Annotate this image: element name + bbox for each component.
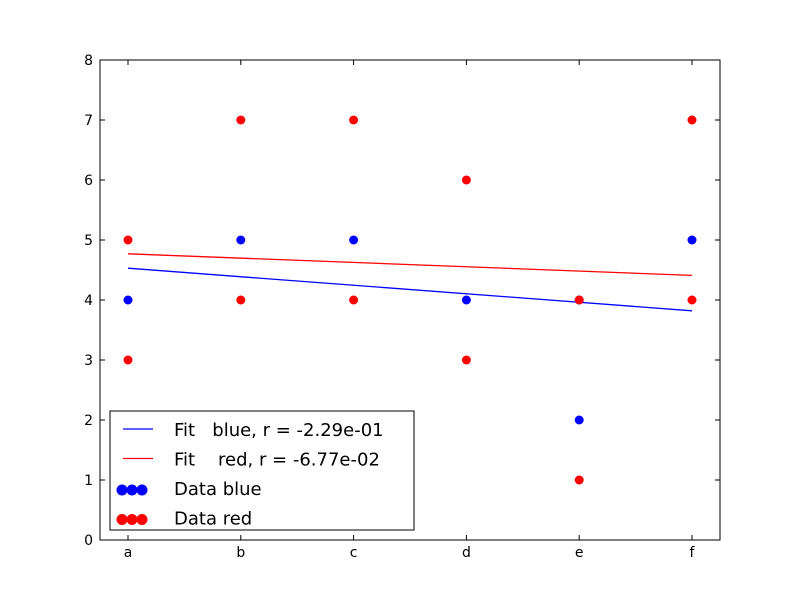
data-point: [461, 355, 471, 365]
x-tick-label: a: [124, 545, 133, 561]
data-point: [687, 115, 697, 125]
y-tick-label: 5: [84, 233, 93, 249]
y-tick-label: 7: [84, 113, 93, 129]
data-point: [687, 295, 697, 305]
data-point: [236, 295, 246, 305]
data-point: [574, 475, 584, 485]
fit-line: [127, 253, 693, 277]
legend-label: Fit blue, r = -2.29e-01: [174, 420, 384, 441]
data-point: [574, 295, 584, 305]
y-tick-label: 1: [84, 473, 93, 489]
data-point: [349, 235, 359, 245]
legend: Fit blue, r = -2.29e-01 Fit red, r = -6.7…: [109, 410, 415, 531]
legend-marker-swatch: [126, 514, 138, 525]
legend-marker-swatch: [136, 484, 148, 496]
y-tick-label: 3: [84, 353, 93, 369]
data-point: [123, 235, 133, 245]
y-tick-label: 8: [84, 53, 93, 69]
fit-line: [127, 267, 693, 312]
legend-marker-swatch: [136, 514, 148, 525]
x-tick-label: e: [575, 545, 584, 561]
legend-label: Data red: [174, 509, 252, 530]
data-point: [349, 115, 359, 125]
data-point: [236, 235, 246, 245]
y-tick-label: 0: [84, 533, 93, 549]
data-point: [461, 175, 471, 185]
data-point: [123, 295, 133, 305]
x-tick-label: f: [690, 545, 696, 561]
x-tick-label: d: [462, 545, 471, 561]
data-point: [236, 115, 246, 125]
y-tick-label: 6: [84, 173, 93, 189]
data-point: [461, 295, 471, 305]
y-tick-label: 2: [84, 413, 93, 429]
data-point: [349, 295, 359, 305]
data-point: [574, 415, 584, 425]
legend-marker-swatch: [126, 484, 138, 496]
x-tick-label: b: [236, 545, 245, 561]
legend-label: Data blue: [174, 479, 262, 500]
x-tick-label: c: [350, 545, 358, 561]
legend-marker-swatch: [116, 484, 128, 496]
legend-frame: [109, 410, 415, 531]
y-tick-label: 4: [84, 293, 93, 309]
legend-marker-swatch: [116, 514, 128, 525]
legend-label: Fit red, r = -6.77e-02: [174, 450, 380, 471]
data-point: [687, 235, 697, 245]
data-point: [123, 355, 133, 365]
